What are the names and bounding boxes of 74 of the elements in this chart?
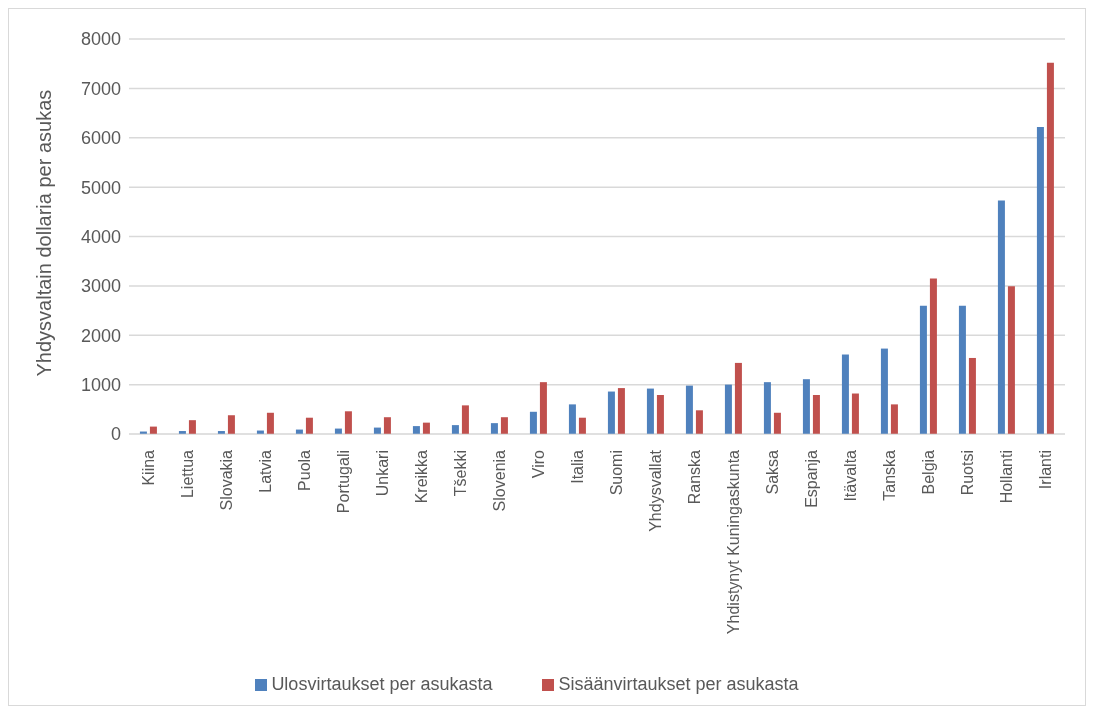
x-tick-label: Unkari <box>374 450 391 497</box>
x-tick-label: Tšekki <box>452 450 469 497</box>
bar <box>1036 126 1044 434</box>
y-tick-label: 0 <box>110 424 121 445</box>
bar <box>656 394 664 434</box>
bar <box>763 382 771 434</box>
bar <box>578 417 586 434</box>
y-tick-label: 7000 <box>80 78 121 99</box>
x-tick-label: Belgia <box>920 449 937 495</box>
bar <box>880 348 888 434</box>
bar <box>266 412 274 434</box>
bar <box>568 404 576 434</box>
bar <box>344 411 352 434</box>
x-tick-label: Irlanti <box>1037 450 1054 490</box>
x-tick-label: Viro <box>530 449 547 479</box>
y-tick-label: 3000 <box>80 276 121 297</box>
x-tick-label: Ruotsi <box>959 450 976 496</box>
bar <box>773 412 781 434</box>
bar <box>958 305 966 434</box>
legend-label: Sisäänvirtaukset per asukasta <box>558 674 799 694</box>
bar <box>188 420 196 434</box>
x-tick-label: Ranska <box>686 449 703 505</box>
bar <box>685 385 693 434</box>
x-tick-label: Kreikka <box>413 449 430 504</box>
y-axis-title: Yhdysvaltain dollaria per asukas <box>33 89 56 377</box>
bar <box>607 391 615 434</box>
bar <box>500 417 508 434</box>
y-tick-label: 8000 <box>80 29 121 50</box>
bar <box>646 388 654 434</box>
x-tick-label: Yhdysvallat <box>647 449 664 532</box>
bar <box>802 379 810 434</box>
bar <box>383 417 391 434</box>
bar <box>1046 62 1054 434</box>
y-tick-label: 4000 <box>80 226 121 247</box>
x-tick-label: Latvia <box>257 449 274 493</box>
bar <box>841 354 849 434</box>
x-tick-label: Itävalta <box>842 449 859 502</box>
x-tick-label: Italia <box>569 449 586 484</box>
bar <box>695 410 703 434</box>
x-tick-label: Yhdistynyt Kuningaskunta <box>725 449 742 635</box>
bar <box>529 411 537 434</box>
bar <box>919 305 927 434</box>
bar <box>1007 286 1015 434</box>
x-tick-label: Saksa <box>764 449 781 495</box>
x-tick-label: Espanja <box>803 449 820 508</box>
x-tick-label: Puola <box>296 449 313 491</box>
bar <box>724 384 732 434</box>
x-tick-label: Kiina <box>140 449 157 486</box>
bar <box>461 405 469 434</box>
bar <box>305 417 313 434</box>
bar <box>890 404 898 434</box>
x-tick-label: Portugali <box>335 450 352 514</box>
legend-label: Ulosvirtaukset per asukasta <box>271 674 493 694</box>
bar <box>451 425 459 434</box>
bar <box>539 382 547 434</box>
y-tick-label: 6000 <box>80 128 121 149</box>
y-tick-label: 1000 <box>80 375 121 396</box>
bar <box>617 388 625 434</box>
bar <box>812 394 820 434</box>
bar <box>490 423 498 434</box>
bar <box>851 393 859 434</box>
y-tick-label: 2000 <box>80 325 121 346</box>
bar <box>968 357 976 434</box>
y-tick-label: 5000 <box>80 177 121 198</box>
x-tick-label: Slovenia <box>491 449 508 512</box>
x-tick-label: Tanska <box>881 449 898 501</box>
bar <box>997 200 1005 434</box>
bar <box>929 278 937 434</box>
x-tick-label: Suomi <box>608 450 625 496</box>
bar <box>227 415 235 434</box>
bar <box>734 362 742 434</box>
x-tick-label: Liettua <box>179 449 196 499</box>
x-tick-label: Slovakia <box>218 449 235 511</box>
x-tick-label: Hollanti <box>998 450 1015 504</box>
